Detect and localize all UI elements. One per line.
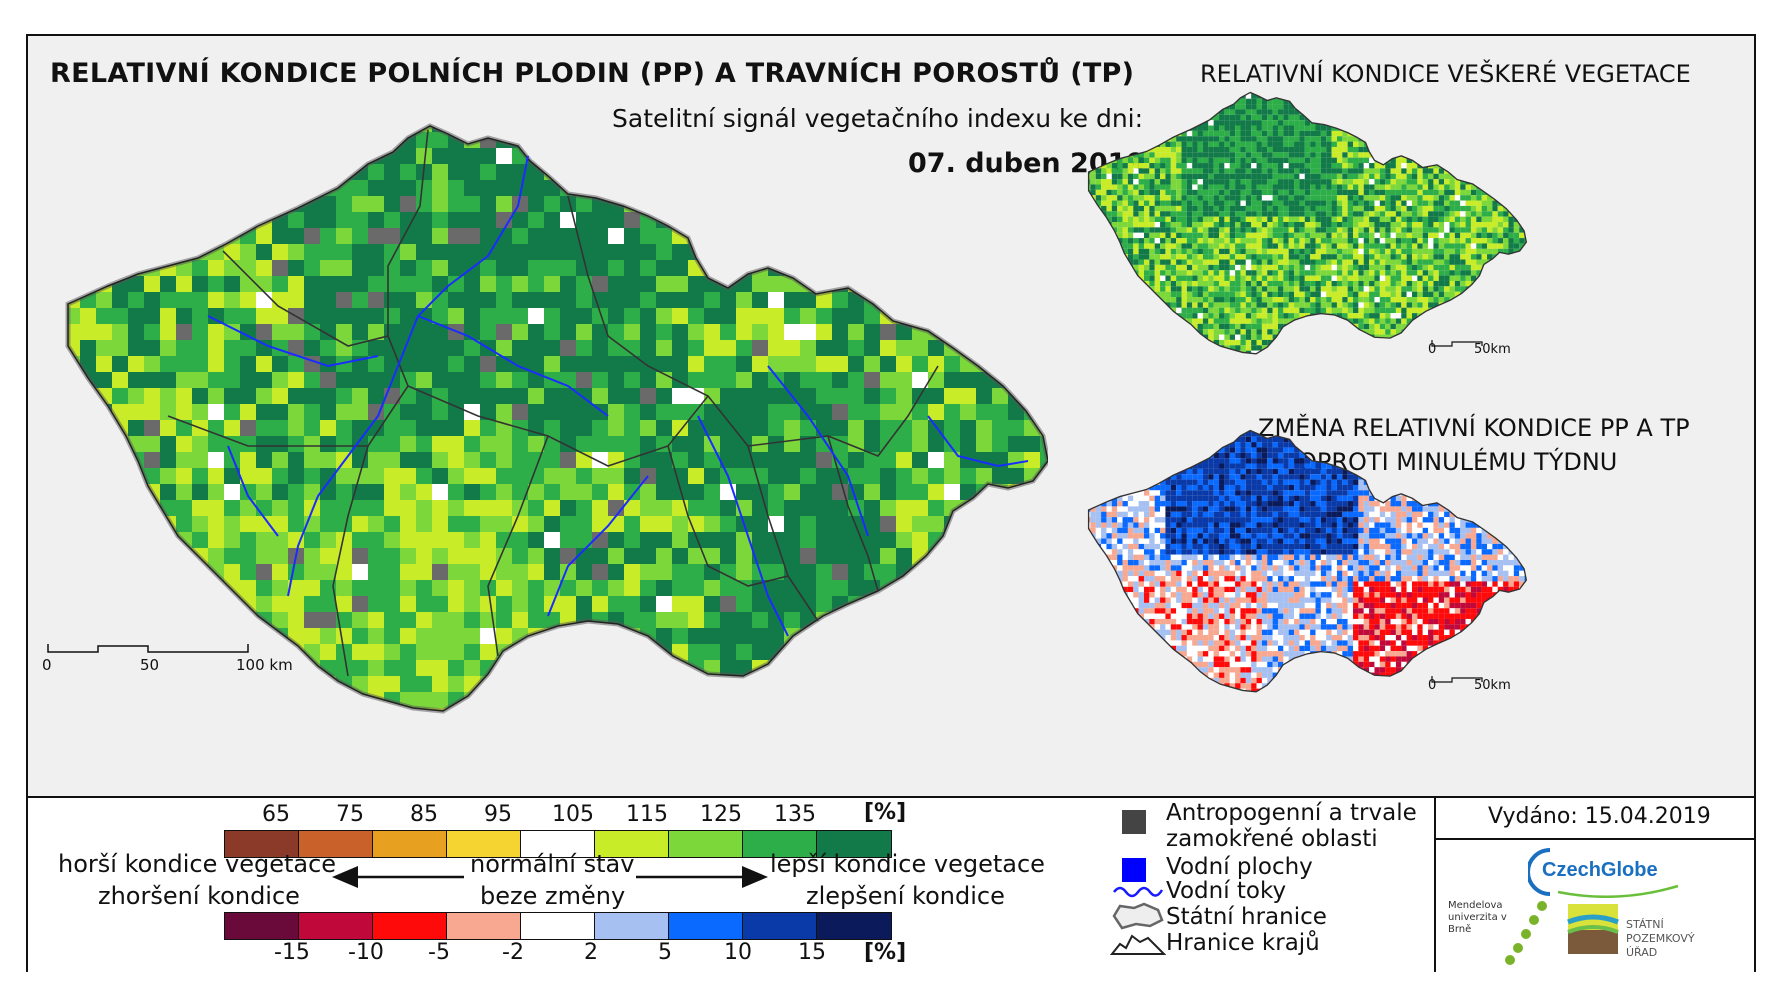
worse-label-2: zhoršení kondice <box>98 882 300 910</box>
normal-label-2: beze změny <box>480 882 626 910</box>
condition-change-minimap <box>1087 429 1528 693</box>
legend-anthropogenic-2: zamokřené oblasti <box>1166 826 1378 852</box>
right-top-title: RELATIVNÍ KONDICE VEŠKERÉ VEGETACE <box>1200 60 1691 88</box>
change-swatch-9 <box>817 913 891 939</box>
cond-tick-2: 75 <box>336 802 364 827</box>
condition-swatch-8 <box>743 831 817 857</box>
czechglobe-logo-text: CzechGlobe <box>1542 859 1658 881</box>
condition-swatch-4 <box>447 831 521 857</box>
legend-panel: 65 75 85 95 105 115 125 135 [%] horší ko… <box>28 796 1754 972</box>
state-border-icon <box>1112 902 1164 930</box>
region-border-icon <box>1110 934 1166 955</box>
chg-tick-8: 15 <box>798 940 826 965</box>
cond-tick-7: 125 <box>700 802 742 827</box>
chg-tick-3: -5 <box>428 940 450 965</box>
condition-swatch-9 <box>817 831 891 857</box>
spu-logo-text: STÁTNÍ POZEMKOVÝ ÚŘAD <box>1626 918 1695 959</box>
main-scale-zero: 0 <box>42 656 52 674</box>
legend-region-border: Hranice krajů <box>1166 930 1320 956</box>
chg-tick-2: -10 <box>348 940 384 965</box>
change-swatch-8 <box>743 913 817 939</box>
chg-tick-6: 5 <box>658 940 672 965</box>
water-area-swatch <box>1122 858 1146 882</box>
river-line-icon <box>1113 886 1164 898</box>
map-frame: RELATIVNÍ KONDICE POLNÍCH PLODIN (PP) A … <box>26 34 1756 972</box>
change-swatch-3 <box>373 913 447 939</box>
chg-unit: [%] <box>864 940 907 965</box>
chg-tick-5: 2 <box>584 940 598 965</box>
change-color-bar <box>224 912 892 940</box>
mini2-scale-bar <box>1431 676 1483 683</box>
subtitle: Satelitní signál vegetačního indexu ke d… <box>612 104 1144 133</box>
mendelu-logo-text: Mendelova univerzita v Brně <box>1448 900 1507 935</box>
mini2-scale-end: 50km <box>1474 678 1511 693</box>
legend-water-areas: Vodní plochy <box>1166 854 1313 880</box>
mini2-scale-zero: 0 <box>1428 678 1437 693</box>
cond-tick-3: 85 <box>410 802 438 827</box>
change-swatch-7 <box>669 913 743 939</box>
cond-tick-5: 105 <box>552 802 594 827</box>
condition-swatch-7 <box>669 831 743 857</box>
mini1-scale-bar <box>1431 340 1483 347</box>
condition-swatch-1 <box>225 831 299 857</box>
main-scale-end: 100 km <box>236 656 293 674</box>
chg-tick-4: -2 <box>502 940 524 965</box>
worse-label-1: horší kondice vegetace <box>58 850 337 878</box>
legend-divider <box>1434 798 1436 972</box>
change-swatch-1 <box>225 913 299 939</box>
cond-tick-4: 95 <box>484 802 512 827</box>
cond-tick-8: 135 <box>774 802 816 827</box>
issued-date: Vydáno: 15.04.2019 <box>1488 804 1711 829</box>
anthropogenic-area-swatch <box>1122 810 1146 834</box>
czechglobe-logo: CzechGlobe <box>1528 848 1679 898</box>
better-label-2: zlepšení kondice <box>806 882 1005 910</box>
legend-state-border: Státní hranice <box>1166 904 1327 930</box>
mini1-scale-end: 50km <box>1474 342 1511 357</box>
mendelu-logo <box>1505 901 1547 965</box>
right-arrow-icon <box>636 866 768 888</box>
condition-swatch-3 <box>373 831 447 857</box>
change-swatch-4 <box>447 913 521 939</box>
main-scale-bar <box>47 644 249 653</box>
vegetation-condition-minimap <box>1087 91 1528 355</box>
main-scale-mid: 50 <box>140 656 160 674</box>
condition-swatch-2 <box>299 831 373 857</box>
issued-divider <box>1434 838 1754 840</box>
main-title: RELATIVNÍ KONDICE POLNÍCH PLODIN (PP) A … <box>50 58 1135 89</box>
change-swatch-6 <box>595 913 669 939</box>
map-panel: RELATIVNÍ KONDICE POLNÍCH PLODIN (PP) A … <box>28 36 1754 796</box>
cond-tick-1: 65 <box>262 802 290 827</box>
right-bottom-title-line1: ZMĚNA RELATIVNÍ KONDICE PP A TP <box>1258 414 1690 442</box>
main-condition-map <box>48 116 1048 716</box>
change-swatch-5 <box>521 913 595 939</box>
chg-tick-1: -15 <box>274 940 310 965</box>
normal-label-1: normální stav <box>470 850 635 878</box>
mini1-scale-zero: 0 <box>1428 342 1437 357</box>
condition-color-bar <box>224 830 892 858</box>
left-arrow-icon <box>332 866 464 888</box>
spu-logo <box>1567 904 1619 954</box>
cond-tick-6: 115 <box>626 802 668 827</box>
change-swatch-2 <box>299 913 373 939</box>
better-label-1: lepší kondice vegetace <box>770 850 1045 878</box>
legend-anthropogenic-1: Antropogenní a trvale <box>1166 800 1417 826</box>
cond-unit: [%] <box>864 800 907 825</box>
right-bottom-title-line2: OPROTI MINULÉMU TÝDNU <box>1298 448 1618 476</box>
chg-tick-7: 10 <box>724 940 752 965</box>
condition-swatch-5 <box>521 831 595 857</box>
legend-rivers: Vodní toky <box>1166 878 1287 904</box>
condition-swatch-6 <box>595 831 669 857</box>
